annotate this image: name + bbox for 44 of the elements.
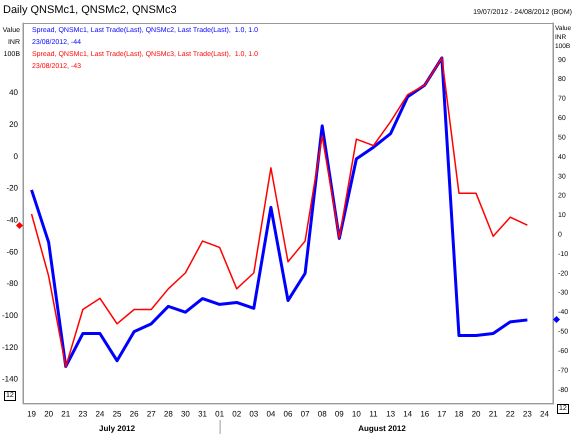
x-tick-label: 20 (472, 409, 482, 418)
x-tick-label: 10 (352, 409, 362, 418)
x-tick-label: 14 (403, 409, 413, 418)
y-tick-label: -40 (6, 216, 19, 225)
y-tick-label: 0 (14, 152, 19, 161)
x-tick-label: 24 (540, 409, 550, 418)
text: July 2012 (99, 424, 136, 433)
x-tick-label: 31 (198, 409, 208, 418)
x-tick-label: 25 (112, 409, 122, 418)
x-tick-label: 02 (232, 409, 242, 418)
x-tick-label: 04 (266, 409, 276, 418)
x-tick-label: 28 (164, 409, 174, 418)
x-tick-label: 23 (78, 409, 88, 418)
x-tick-label: 06 (284, 409, 293, 418)
x-tick-label: 24 (95, 409, 105, 418)
y-tick-label: -20 (6, 184, 19, 193)
x-tick-label: 11 (369, 409, 378, 418)
x-tick-label: 19 (27, 409, 37, 418)
y-tick-label: 40 (9, 88, 19, 98)
x-tick-label: 23 (522, 409, 532, 418)
x-tick-label: 21 (61, 409, 71, 418)
text: August 2012 (358, 424, 406, 433)
y-tick-label: -140 (2, 374, 19, 384)
y-tick-label: 20 (9, 120, 19, 130)
x-tick-label: 26 (130, 409, 140, 418)
x-tick-label: 13 (386, 409, 396, 418)
x-tick-label: 09 (334, 409, 344, 418)
y-tick-label: -120 (2, 342, 19, 352)
x-tick-label: 17 (437, 409, 447, 418)
x-tick-label: 18 (454, 409, 464, 418)
y-tick-label: -100 (2, 311, 19, 320)
x-tick-label: 08 (318, 409, 328, 418)
chart-title: Daily QNSMc1, QNSMc2, QNSMc3 (3, 4, 177, 16)
y-tick-label: -80 (6, 279, 19, 288)
y-tick-label: -60 (6, 247, 19, 256)
x-tick-label: 20 (44, 409, 54, 418)
x-tick-label: 07 (300, 409, 310, 418)
x-tick-label: 27 (146, 409, 156, 418)
x-tick-label: 21 (488, 409, 498, 418)
x-tick-label: 30 (180, 409, 190, 418)
x-tick-label: 03 (249, 409, 259, 418)
x-tick-label: 01 (215, 409, 225, 418)
x-tick-label: 22 (506, 409, 516, 418)
x-tick-label: 16 (420, 409, 430, 418)
